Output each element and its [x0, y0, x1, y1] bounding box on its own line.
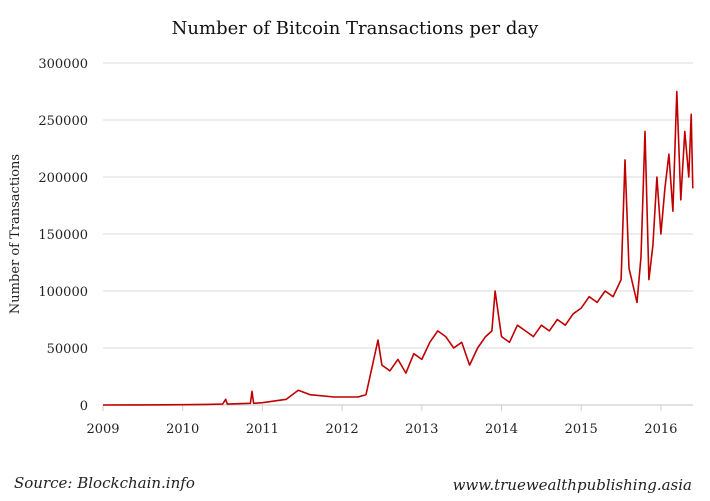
x-tick-label: 2015: [565, 422, 598, 437]
x-tick-label: 2012: [326, 422, 359, 437]
x-tick-label: 2011: [246, 422, 279, 437]
series-line: [102, 90, 694, 406]
source-note: Source: Blockchain.info: [14, 474, 195, 492]
y-tick-label: 150000: [38, 228, 88, 243]
x-tick-label: 2010: [166, 422, 199, 437]
y-axis-label: Number of Transactions: [8, 154, 23, 314]
y-tick-label: 50000: [47, 342, 88, 357]
y-tick-label: 300000: [38, 57, 88, 72]
x-tick-label: 2013: [405, 422, 438, 437]
website-note: www.truewealthpublishing.asia: [453, 476, 692, 494]
chart-title: Number of Bitcoin Transactions per day: [172, 18, 539, 39]
x-tick-label: 2014: [485, 422, 518, 437]
y-tick-label: 200000: [38, 171, 88, 186]
x-tick-label: 2009: [86, 422, 119, 437]
x-tick-label: 2016: [644, 422, 677, 437]
y-tick-label: 0: [80, 399, 88, 414]
y-tick-label: 100000: [38, 285, 88, 300]
y-tick-label: 250000: [38, 114, 88, 129]
